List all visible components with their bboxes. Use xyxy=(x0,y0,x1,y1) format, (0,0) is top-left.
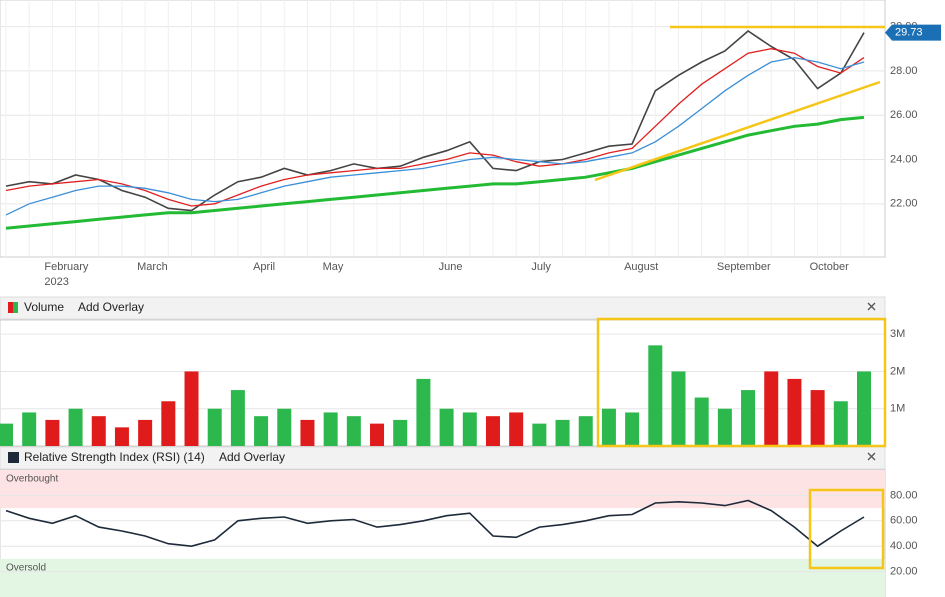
volume-bar xyxy=(45,419,60,446)
last-price-tag xyxy=(885,24,941,41)
volume-bar xyxy=(114,427,129,446)
volume-bar xyxy=(857,371,871,446)
volume-title: Volume xyxy=(24,300,64,314)
volume-header xyxy=(0,296,886,320)
volume-bar xyxy=(0,423,13,446)
series-line xyxy=(5,29,865,212)
x-tick-label: September xyxy=(717,261,771,273)
series-line xyxy=(5,115,865,230)
rsi-header xyxy=(0,446,886,470)
volume-bar xyxy=(741,390,756,446)
volume-bar xyxy=(555,419,570,446)
volume-bar xyxy=(694,397,709,446)
volume-bar xyxy=(323,412,338,446)
y-tick-label: 28.00 xyxy=(890,65,918,77)
volume-bar xyxy=(671,371,686,446)
highlight-box xyxy=(596,317,887,448)
volume-bar xyxy=(485,416,500,446)
volume-bar xyxy=(138,419,153,446)
zone-label: Oversold xyxy=(6,563,46,574)
volume-bar xyxy=(764,371,779,446)
y-tick-label: 40.00 xyxy=(890,540,918,552)
volume-bar xyxy=(648,345,663,446)
y-tick-label: 3M xyxy=(890,328,905,340)
volume-bar xyxy=(717,408,732,446)
y-tick-label: 20.00 xyxy=(890,566,918,578)
series-line xyxy=(5,48,865,207)
y-tick-label: 22.00 xyxy=(890,198,918,210)
x-tick-label: October xyxy=(810,261,849,273)
x-tick-label: May xyxy=(323,261,344,273)
volume-icon xyxy=(8,302,13,313)
rsi-icon xyxy=(8,452,19,463)
y-tick-label: 2M xyxy=(890,365,905,377)
trend-line xyxy=(594,80,881,182)
volume-bar xyxy=(509,412,524,446)
volume-bar xyxy=(462,412,477,446)
volume-bar xyxy=(393,419,408,446)
volume-bar xyxy=(625,412,640,446)
annotations xyxy=(594,25,887,570)
volume-bar xyxy=(22,412,37,446)
y-tick-label: 26.00 xyxy=(890,109,918,121)
series-line xyxy=(5,56,865,216)
series-line xyxy=(5,499,865,548)
x-tick-label: August xyxy=(624,261,658,273)
volume-bar xyxy=(601,408,616,446)
x-tick-label: March xyxy=(137,261,168,273)
volume-bar xyxy=(833,401,848,446)
y-tick-label: 24.00 xyxy=(890,153,918,165)
rsi-title: Relative Strength Index (RSI) (14) xyxy=(24,450,205,464)
last-price-label: 29.73 xyxy=(895,26,923,38)
x-tick-label: July xyxy=(531,261,551,273)
volume-bar xyxy=(161,401,176,446)
volume-bar xyxy=(346,416,361,446)
x-tick-label: April xyxy=(253,261,275,273)
volume-bar xyxy=(254,416,269,446)
volume-bar xyxy=(532,423,547,446)
close-button[interactable] xyxy=(867,302,876,311)
volume-bar xyxy=(277,408,292,446)
volume-bar xyxy=(91,416,106,446)
volume-bar xyxy=(416,378,431,446)
zone xyxy=(0,470,885,509)
highlight-box xyxy=(808,488,885,570)
volume-bar xyxy=(184,371,199,446)
y-tick-label: 80.00 xyxy=(890,489,918,501)
volume-bar xyxy=(810,390,825,446)
x-tick-label: June xyxy=(439,261,463,273)
volume-bar xyxy=(370,423,385,446)
add-overlay[interactable]: Add Overlay xyxy=(78,300,144,314)
plot-area xyxy=(0,0,886,258)
volume-bar xyxy=(230,390,245,446)
volume-bar xyxy=(207,408,222,446)
volume-bar xyxy=(578,416,593,446)
volume-bar xyxy=(300,419,315,446)
volume-bar xyxy=(787,378,802,446)
close-button[interactable] xyxy=(867,452,876,461)
y-tick-label: 1M xyxy=(890,403,905,415)
volume-icon xyxy=(13,302,18,313)
zone xyxy=(0,558,885,597)
zone-label: Overbought xyxy=(6,474,58,485)
volume-bar xyxy=(68,408,83,446)
year-label: 2023 xyxy=(44,276,68,288)
volume-bar xyxy=(439,408,454,446)
y-tick-label: 60.00 xyxy=(890,515,918,527)
x-tick-label: February xyxy=(44,261,89,273)
add-overlay[interactable]: Add Overlay xyxy=(219,450,285,464)
